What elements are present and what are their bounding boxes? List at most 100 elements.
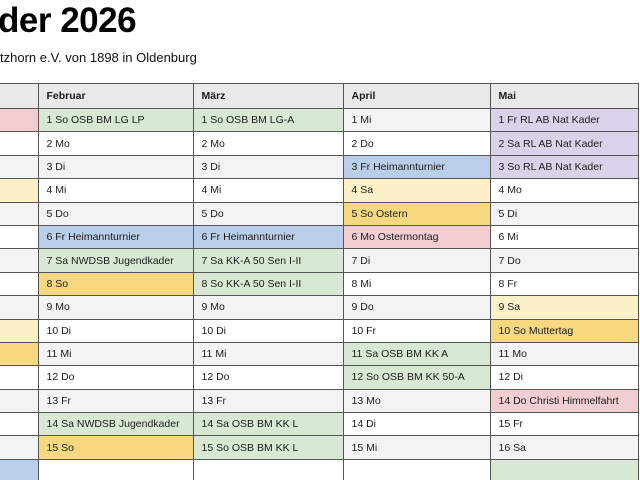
month-header-mai: Mai [489,83,639,109]
calendar-cell: 10 So Muttertag [489,318,639,343]
calendar-cell: 4 Sa [342,178,491,203]
calendar-cell: 3 Di [192,154,344,180]
calendar-cell [0,248,39,273]
calendar-cell: 14 Sa NWDSB Jugendkader [37,412,194,437]
calendar-cell: 5 So Ostern [342,201,491,226]
calendar-cell: 11 Mi [192,341,344,367]
calendar-cell: 6 Mi [489,224,639,250]
calendar-cell: 4 Mi [192,178,344,203]
calendar-cell: 2 Do [342,131,491,156]
calendar-cell: 8 So KK-A 50 Sen I-II [192,271,344,297]
month-header-april: April [342,83,491,109]
calendar-cell [0,224,39,250]
page-subtitle: tzhorn e.V. von 1898 in Oldenburg [0,50,197,65]
calendar-cell: 7 Do [489,248,639,273]
calendar-cell [0,178,39,203]
calendar-row: 11 Mi 11 Mi 11 Sa OSB BM KK A 11 Mo [0,341,639,367]
calendar-cell: 3 Fr Heimannturnier [342,154,491,180]
calendar-cell: 5 Di [489,201,639,226]
calendar-cell: 10 Di [37,318,194,343]
calendar-cell: 15 So OSB BM KK L [192,435,344,460]
calendar-row: 15 So 15 So OSB BM KK L 15 Mi 16 Sa [0,435,639,460]
calendar-cell: 12 Do [37,365,194,390]
calendar-cell: 2 Sa RL AB Nat Kader [489,131,639,156]
calendar-table: Februar März April Mai 1 So OSB BM LG LP 1 S… [0,83,639,480]
calendar-cell: 9 Do [342,295,491,320]
calendar-cell: 8 Fr [489,271,639,297]
calendar-cell [0,271,39,297]
calendar-cell: 14 Sa OSB BM KK L [192,412,344,437]
calendar-cell [342,458,491,480]
calendar-cell: 1 So OSB BM LG-A [192,107,344,133]
calendar-cell: 7 Di [342,248,491,273]
calendar-cell: 14 Di [342,412,491,437]
calendar-cell: 2 Mo [37,131,194,156]
calendar-cell: 15 Fr [489,412,639,437]
calendar-row: 7 Sa NWDSB Jugendkader 7 Sa KK-A 50 Sen I… [0,248,639,273]
calendar-cell: 15 So [37,435,194,460]
calendar-cell: 9 Mo [37,295,194,320]
calendar-cell: 13 Mo [342,388,491,414]
calendar-cell: 4 Mi [37,178,194,203]
calendar-row: 14 Sa NWDSB Jugendkader 14 Sa OSB BM KK L… [0,412,639,437]
month-header-februar: Februar [37,83,194,109]
calendar-row: 2 Mo 2 Mo 2 Do 2 Sa RL AB Nat Kader [0,131,639,156]
calendar-cell: 14 Do Christi Himmelfahrt [489,388,639,414]
calendar-cell: 4 Mo [489,178,639,203]
calendar-cell: 6 Fr Heimannturnier [37,224,194,250]
calendar-cell: 10 Fr [342,318,491,343]
calendar-cell [0,131,39,156]
calendar-cell [192,458,344,480]
calendar-row: 12 Do 12 Do 12 So OSB BM KK 50-A 12 Di [0,365,639,390]
calendar-cell: 11 Mi [37,341,194,367]
calendar-cell [37,458,194,480]
calendar-cell: 12 So OSB BM KK 50-A [342,365,491,390]
calendar-cell: 9 Mo [192,295,344,320]
calendar-row: 9 Mo 9 Mo 9 Do 9 Sa [0,295,639,320]
calendar-cell: 15 Mi [342,435,491,460]
month-header-cut [0,83,39,109]
calendar-cell [0,201,39,226]
calendar-cell [0,365,39,390]
calendar-cell [489,458,639,480]
calendar-row [0,458,639,480]
calendar-row: 13 Fr 13 Fr 13 Mo 14 Do Christi Himmelfahrt [0,388,639,414]
calendar-cell [0,154,39,180]
calendar-row: 3 Di 3 Di 3 Fr Heimannturnier 3 So RL AB Na… [0,154,639,180]
calendar-cell: 8 So [37,271,194,297]
calendar-cell: 2 Mo [192,131,344,156]
calendar-row: 4 Mi 4 Mi 4 Sa 4 Mo [0,178,639,203]
calendar-row: 6 Fr Heimannturnier 6 Fr Heimannturnier 6 … [0,224,639,250]
calendar-row: 1 So OSB BM LG LP 1 So OSB BM LG-A 1 Mi 1 F… [0,107,639,133]
calendar-cell [0,435,39,460]
calendar-cell: 1 Fr RL AB Nat Kader [489,107,639,133]
calendar-row: 10 Di 10 Di 10 Fr 10 So Muttertag [0,318,639,343]
calendar-row: 5 Do 5 Do 5 So Ostern 5 Di [0,201,639,226]
calendar-cell: 9 Sa [489,295,639,320]
calendar-cell: 5 Do [192,201,344,226]
month-header-row: Februar März April Mai [0,83,639,109]
calendar-cell [0,412,39,437]
calendar-cell: 13 Fr [192,388,344,414]
calendar-cell: 12 Di [489,365,639,390]
page-title: der 2026 [0,1,137,40]
calendar-cell: 5 Do [37,201,194,226]
calendar-row: 8 So 8 So KK-A 50 Sen I-II 8 Mi 8 Fr [0,271,639,297]
calendar-cell [0,341,39,367]
calendar-cell: 1 So OSB BM LG LP [37,107,194,133]
calendar-cell: 8 Mi [342,271,491,297]
calendar-cell: 3 Di [37,154,194,180]
calendar-cell: 16 Sa [489,435,639,460]
calendar-cell [0,318,39,343]
month-header-mrz: März [192,83,344,109]
calendar-cell [0,458,39,480]
calendar-table-wrap: Februar März April Mai 1 So OSB BM LG LP 1 S… [0,83,640,480]
calendar-cell: 7 Sa NWDSB Jugendkader [37,248,194,273]
calendar-cell [0,107,39,133]
calendar-cell: 1 Mi [342,107,491,133]
calendar-cell: 10 Di [192,318,344,343]
calendar-cell [0,295,39,320]
calendar-cell: 6 Mo Ostermontag [342,224,491,250]
calendar-cell: 11 Mo [489,341,639,367]
calendar-cell: 7 Sa KK-A 50 Sen I-II [192,248,344,273]
